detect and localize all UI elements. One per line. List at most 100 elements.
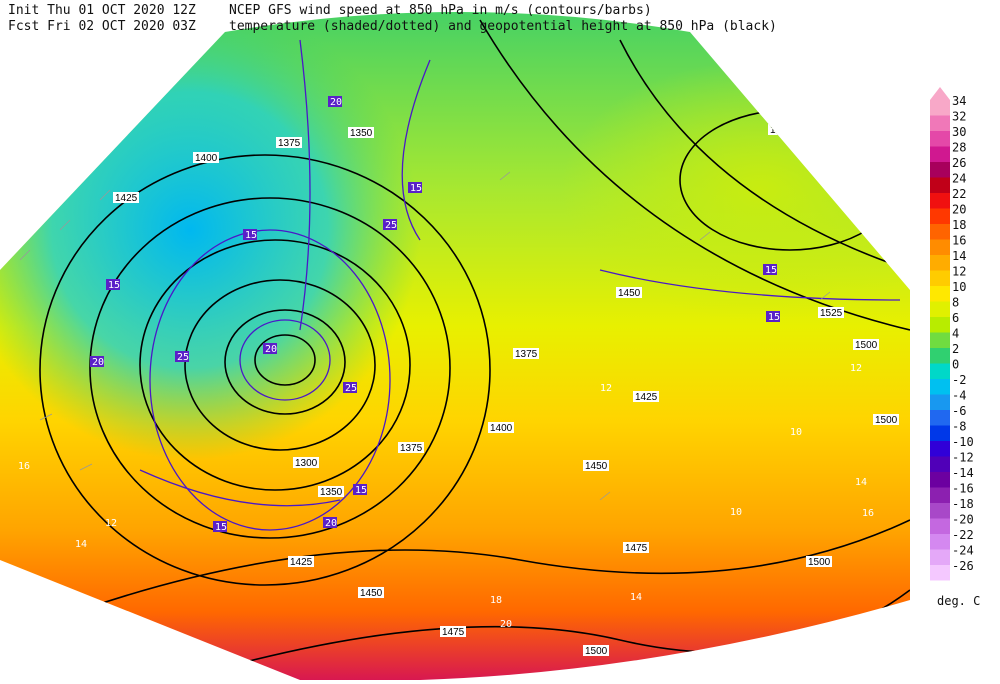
colorbar-label: 6	[952, 311, 959, 325]
wind-label-bg	[408, 182, 422, 193]
wind-label: 25	[177, 352, 189, 363]
height-label-bg	[853, 339, 879, 350]
temperature-label: 10	[790, 427, 802, 438]
init-time: Init Thu 01 OCT 2020 12Z	[8, 3, 196, 18]
height-label: 1500	[770, 125, 793, 136]
colorbar-swatch	[930, 208, 950, 224]
temperature-label: 14	[75, 539, 87, 550]
wind-label-bg	[323, 517, 337, 528]
colorbar-swatch	[930, 115, 950, 131]
wind-label: 15	[355, 485, 367, 496]
title-line: temperature (shaded/dotted) and geopoten…	[229, 19, 777, 34]
colorbar-label: -4	[952, 389, 966, 403]
colorbar-label: -6	[952, 404, 966, 418]
colorbar-label: 24	[952, 172, 966, 186]
height-label-bg	[633, 391, 659, 402]
height-label: 1475	[625, 543, 648, 554]
colorbar-label: -26	[952, 559, 974, 573]
height-label: 1375	[400, 443, 423, 454]
wind-label-bg	[263, 343, 277, 354]
colorbar-label: 12	[952, 265, 966, 279]
temperature-label: 12	[105, 518, 117, 529]
wind-label: 15	[768, 312, 780, 323]
colorbar-swatch	[930, 348, 950, 364]
colorbar-label: -12	[952, 451, 974, 465]
colorbar-label: 30	[952, 125, 966, 139]
temperature-label: 12	[850, 363, 862, 374]
colorbar-swatch	[930, 534, 950, 550]
temperature-label: 16	[862, 508, 874, 519]
wind-label: 15	[410, 183, 422, 194]
height-label-bg	[293, 457, 319, 468]
wind-label-bg	[763, 264, 777, 275]
colorbar-swatch	[930, 270, 950, 286]
colorbar-label: 10	[952, 280, 966, 294]
height-label: 1350	[320, 487, 343, 498]
colorbar-label: 16	[952, 234, 966, 248]
temperature-label: 10	[730, 507, 742, 518]
colorbar-swatch	[930, 255, 950, 271]
wind-label: 25	[345, 383, 357, 394]
height-label-bg	[616, 287, 642, 298]
wind-label-bg	[343, 382, 357, 393]
colorbar-swatch	[930, 177, 950, 193]
colorbar-swatch	[930, 193, 950, 209]
colorbar-label: -22	[952, 528, 974, 542]
height-label-bg	[818, 307, 844, 318]
height-label: 1375	[278, 138, 301, 149]
height-label: 1500	[875, 415, 898, 426]
wind-label-bg	[175, 351, 189, 362]
height-label: 1450	[360, 588, 383, 599]
height-label-bg	[623, 542, 649, 553]
colorbar-label: 4	[952, 327, 959, 341]
colorbar-label: 28	[952, 141, 966, 155]
colorbar-swatch	[930, 503, 950, 519]
height-label: 1400	[490, 423, 513, 434]
temperature-label: 14	[855, 477, 867, 488]
wind-label: 20	[265, 344, 277, 355]
height-label-bg	[488, 422, 514, 433]
height-label-bg	[113, 192, 139, 203]
height-label-bg	[440, 626, 466, 637]
colorbar-label: -8	[952, 420, 966, 434]
colorbar-swatch	[930, 472, 950, 488]
height-label: 1425	[635, 392, 658, 403]
height-label: 1425	[290, 557, 313, 568]
colorbar-swatch	[930, 410, 950, 426]
colorbar-label: 20	[952, 203, 966, 217]
wind-label: 15	[215, 522, 227, 533]
colorbar-swatch	[930, 565, 950, 581]
colorbar-swatch	[930, 394, 950, 410]
colorbar-unit: deg. C	[937, 594, 980, 608]
colorbar-label: 26	[952, 156, 966, 170]
temperature-label: 16	[18, 461, 30, 472]
wind-label-bg	[328, 96, 342, 107]
height-label-bg	[513, 348, 539, 359]
colorbar-label: 22	[952, 187, 966, 201]
height-label: 1525	[820, 308, 843, 319]
forecast-time: Fcst Fri 02 OCT 2020 03Z	[8, 19, 196, 34]
height-label-bg	[193, 152, 219, 163]
colorbar-label: 2	[952, 342, 959, 356]
height-label: 1450	[585, 461, 608, 472]
colorbar-swatch	[930, 239, 950, 255]
colorbar-label: -2	[952, 373, 966, 387]
title-line: NCEP GFS wind speed at 850 hPa in m/s (c…	[229, 3, 652, 18]
colorbar-swatch	[930, 456, 950, 472]
wind-label-bg	[90, 356, 104, 367]
height-label-bg	[318, 486, 344, 497]
colorbar-swatch	[930, 549, 950, 565]
colorbar-label: -24	[952, 544, 974, 558]
colorbar-swatch	[930, 441, 950, 457]
height-label: 1500	[808, 557, 831, 568]
height-label-bg	[288, 556, 314, 567]
colorbar-swatch	[930, 425, 950, 441]
height-label-bg	[806, 556, 832, 567]
wind-label: 15	[108, 280, 120, 291]
colorbar-swatch	[930, 286, 950, 302]
colorbar-label: 34	[952, 94, 966, 108]
temperature-label: 12	[600, 383, 612, 394]
colorbar-label: -16	[952, 482, 974, 496]
